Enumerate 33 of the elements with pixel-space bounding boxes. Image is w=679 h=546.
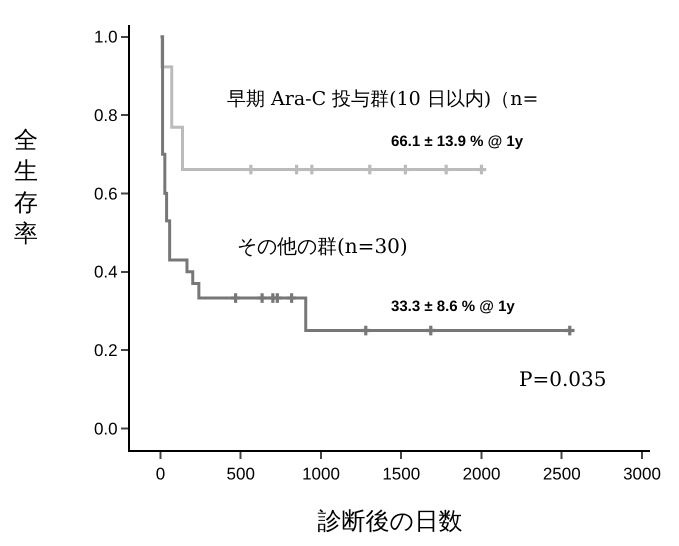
y-tick-label: 0.2 bbox=[94, 341, 118, 360]
point bbox=[292, 164, 302, 174]
y-axis-title: 全生存率 bbox=[14, 126, 38, 248]
y-tick-label: 0.8 bbox=[94, 106, 118, 126]
y-tick-label: 0.4 bbox=[94, 262, 118, 282]
point bbox=[360, 326, 371, 336]
point bbox=[364, 164, 375, 174]
x-axis-title: 診断後の日数 bbox=[318, 507, 462, 536]
point bbox=[441, 164, 451, 174]
point bbox=[307, 164, 317, 174]
x-tick-label: 1500 bbox=[382, 464, 420, 484]
point bbox=[426, 326, 436, 336]
point bbox=[286, 293, 296, 303]
x-tick-label: 0 bbox=[156, 464, 166, 484]
annotation: 33.3 ± 8.6 % @ 1y bbox=[391, 298, 516, 315]
y-tick-label: 0.0 bbox=[94, 419, 118, 438]
y-tick-label: 1.0 bbox=[94, 28, 118, 47]
x-tick-label: 2000 bbox=[462, 464, 500, 484]
point bbox=[564, 326, 575, 336]
x-tick-label: 2500 bbox=[542, 464, 581, 484]
point bbox=[230, 293, 240, 303]
x-tick-label: 500 bbox=[226, 464, 255, 484]
annotation: 早期 Ara-C 投与群(10 日以内)（n= bbox=[227, 88, 538, 110]
y-tick-label: 0.6 bbox=[94, 184, 118, 204]
annotation: その他の群(n=30) bbox=[237, 234, 408, 258]
point bbox=[476, 164, 486, 174]
annotation: P=0.035 bbox=[519, 367, 606, 391]
x-tick-label: 3000 bbox=[623, 464, 661, 484]
point bbox=[400, 164, 410, 174]
point bbox=[246, 164, 256, 174]
annotation: 66.1 ± 13.9 % @ 1y bbox=[391, 133, 524, 150]
x-tick-label: 1000 bbox=[302, 464, 340, 484]
point bbox=[257, 293, 267, 303]
